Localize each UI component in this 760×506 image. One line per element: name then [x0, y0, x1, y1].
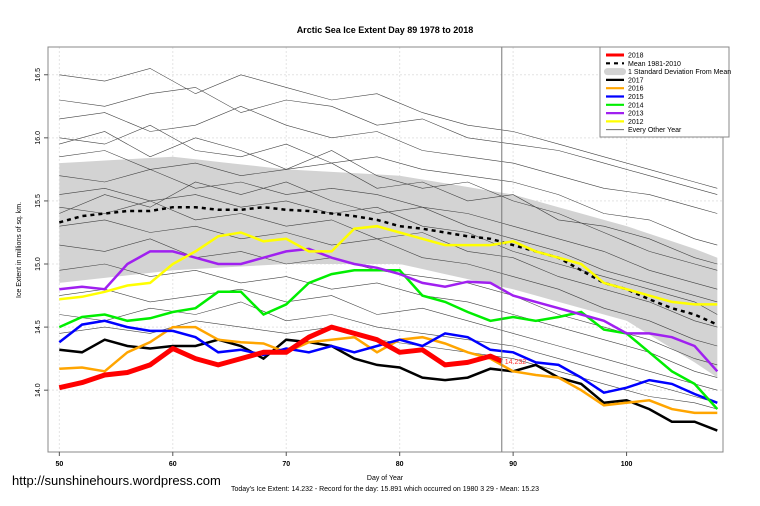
other-year-line	[59, 288, 718, 391]
series-line-2012	[59, 224, 718, 306]
other-year-line	[59, 200, 718, 328]
other-year-line	[59, 124, 718, 246]
y-tick-label: 16.0	[35, 131, 42, 145]
x-tick-label: 70	[282, 461, 290, 468]
chart-subtitle: Today's Ice Extent: 14.232 - Record for …	[231, 486, 539, 493]
legend-label: Mean 1981-2010	[628, 61, 681, 68]
legend-label: Every Other Year	[628, 127, 682, 134]
x-tick-label: 80	[396, 461, 404, 468]
axis-ticks: 50 60 70 80 90 100 14.0 14.5 15.0 15.5 16.0 16.5	[35, 68, 633, 468]
other-year-line	[59, 131, 718, 271]
x-tick-label: 50	[55, 461, 63, 468]
other-year-line	[59, 105, 718, 214]
other-year-line	[59, 169, 718, 290]
y-tick-label: 14.0	[35, 383, 42, 397]
x-tick-label: 100	[621, 461, 633, 468]
legend-label: 2016	[628, 86, 644, 93]
series-line-2018	[58, 324, 503, 391]
legend-label: 2013	[628, 111, 644, 118]
y-axis-label: Ice Extent in millions of sq. km.	[16, 202, 23, 298]
other-years	[59, 68, 718, 410]
y-tick-label: 15.0	[35, 257, 42, 271]
x-axis-label: Day of Year	[367, 475, 404, 482]
other-year-line	[59, 87, 718, 195]
y-tick-label: 16.5	[35, 68, 42, 82]
other-year-line	[59, 68, 718, 189]
y-tick-label: 15.5	[35, 194, 42, 208]
legend-swatch	[604, 68, 626, 76]
legend-label: 2012	[628, 119, 644, 126]
current-year-series	[58, 324, 503, 391]
series-line-2013	[59, 247, 719, 373]
legend-label: 2017	[628, 77, 644, 84]
other-year-line	[59, 187, 718, 315]
other-year-line	[59, 219, 718, 347]
watermark-url: http://sunshinehours.wordpress.com	[12, 473, 221, 488]
series-line-2017	[59, 338, 718, 432]
legend-label: 1 Standard Deviation From Mean	[628, 69, 731, 76]
series-line-2015	[58, 319, 718, 404]
legend-label: 2015	[628, 94, 644, 101]
other-year-line	[59, 150, 718, 265]
today-value-label: 14.232	[505, 359, 527, 366]
other-year-line	[59, 263, 718, 378]
legend-label: 2018	[628, 53, 644, 60]
y-tick-label: 14.5	[35, 320, 42, 334]
other-year-line	[59, 181, 718, 303]
chart-title: Arctic Sea Ice Extent Day 89 1978 to 201…	[297, 25, 474, 35]
x-tick-label: 90	[509, 461, 517, 468]
plot-frame	[47, 46, 724, 453]
legend-label: 2014	[628, 102, 644, 109]
x-tick-label: 60	[169, 461, 177, 468]
